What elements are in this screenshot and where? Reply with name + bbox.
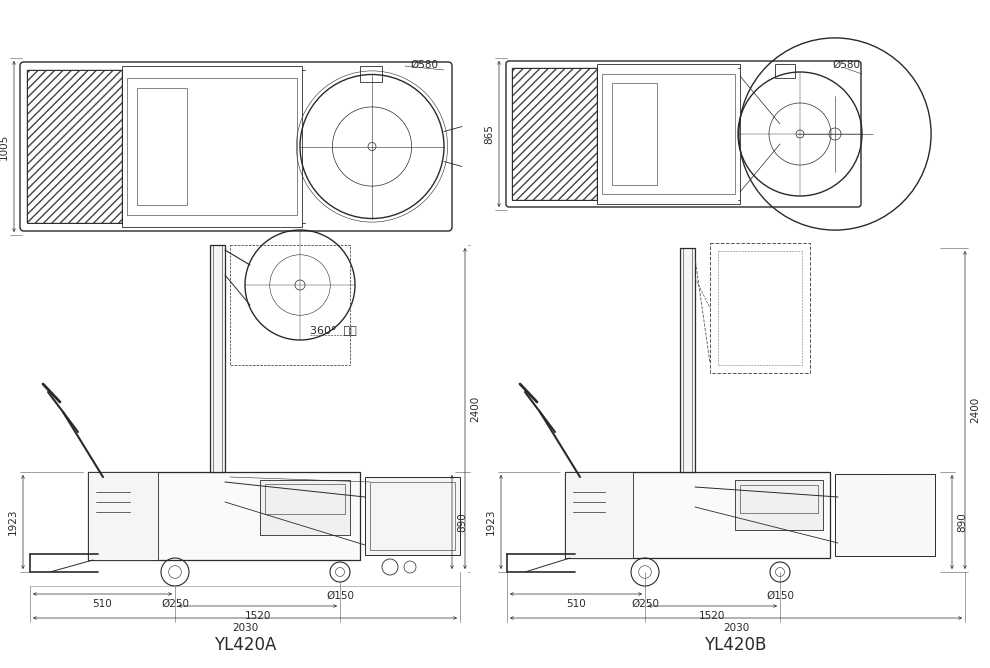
Text: 1005: 1005 xyxy=(0,134,9,160)
Text: Ø580: Ø580 xyxy=(410,60,438,70)
Bar xyxy=(365,477,460,555)
Text: 2030: 2030 xyxy=(723,623,749,633)
Bar xyxy=(88,472,158,560)
Text: 890: 890 xyxy=(957,512,967,532)
Bar xyxy=(122,66,302,227)
Bar xyxy=(512,68,597,200)
Bar xyxy=(260,480,350,535)
Bar xyxy=(360,66,382,82)
Bar xyxy=(512,68,597,200)
Bar xyxy=(265,484,345,514)
Bar xyxy=(718,251,802,365)
Bar xyxy=(27,70,122,223)
Text: YL420B: YL420B xyxy=(704,636,766,654)
Bar xyxy=(27,70,122,223)
Bar xyxy=(137,88,187,205)
Text: Ø580: Ø580 xyxy=(832,60,860,70)
Bar xyxy=(565,472,830,558)
Text: 2400: 2400 xyxy=(470,395,480,422)
Bar xyxy=(210,245,225,472)
Bar xyxy=(775,64,795,78)
Text: Ø150: Ø150 xyxy=(326,591,354,601)
Text: 1520: 1520 xyxy=(699,611,726,621)
Bar xyxy=(602,74,735,194)
Text: 2400: 2400 xyxy=(970,397,980,423)
Text: 890: 890 xyxy=(457,512,467,532)
Bar xyxy=(597,64,740,204)
Text: 2030: 2030 xyxy=(232,623,258,633)
Text: Ø250: Ø250 xyxy=(631,599,659,609)
Text: YL420A: YL420A xyxy=(214,636,276,654)
Bar xyxy=(127,78,297,215)
Text: 1520: 1520 xyxy=(245,611,270,621)
Text: 1923: 1923 xyxy=(8,509,18,535)
Bar xyxy=(740,485,818,513)
Text: Ø250: Ø250 xyxy=(161,599,189,609)
Text: 1923: 1923 xyxy=(486,509,496,535)
Text: Ø150: Ø150 xyxy=(766,591,794,601)
Bar xyxy=(680,248,695,472)
Bar xyxy=(735,480,823,530)
Bar xyxy=(710,243,810,373)
Bar xyxy=(230,245,350,365)
Text: 510: 510 xyxy=(566,599,586,609)
Bar xyxy=(835,474,935,556)
Text: 510: 510 xyxy=(93,599,113,609)
Text: 865: 865 xyxy=(484,124,494,144)
Bar xyxy=(612,83,657,185)
Text: 360°  旋转: 360° 旋转 xyxy=(310,325,356,335)
Bar xyxy=(565,472,633,558)
Bar xyxy=(370,482,455,550)
Bar xyxy=(88,472,360,560)
